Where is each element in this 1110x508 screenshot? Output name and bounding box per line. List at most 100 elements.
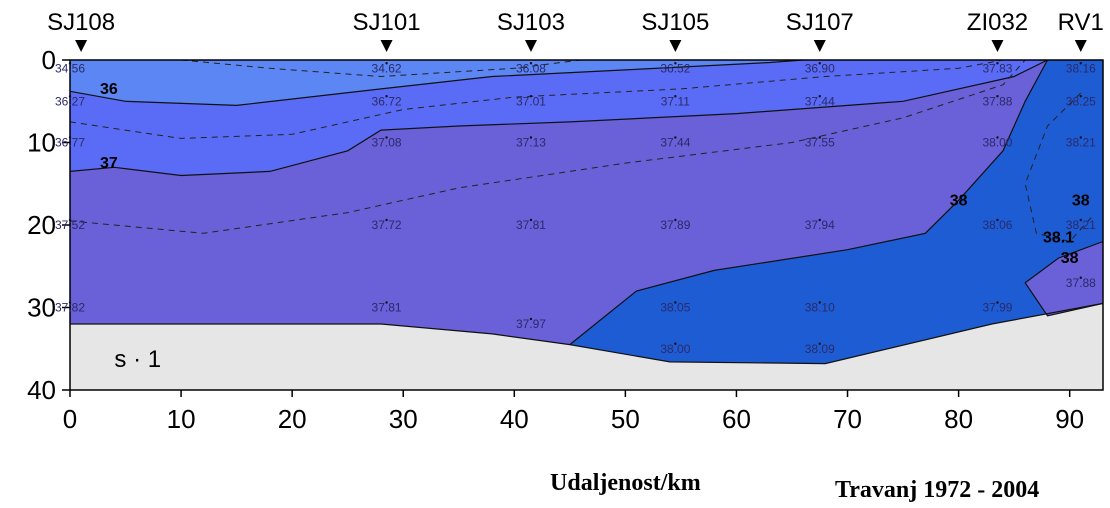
- sample-value-label: 38.21: [1066, 218, 1096, 232]
- sample-value-label: 36.52: [660, 61, 690, 75]
- isoline-36-5: [69, 59, 1004, 139]
- isoline-37-5: [69, 59, 1026, 234]
- sample-value-label: 38.09: [805, 342, 835, 356]
- isoline-38-1: [1024, 92, 1093, 243]
- sample-point: [674, 136, 677, 139]
- sample-value-label: 38.16: [1066, 61, 1096, 75]
- sample-point: [529, 218, 533, 222]
- contour-label: 38: [1072, 192, 1090, 209]
- sample-point: [68, 218, 72, 222]
- sample-value-label: 37.01: [516, 94, 546, 108]
- sample-point: [68, 62, 72, 65]
- sample-value-label: 38.25: [1066, 94, 1096, 108]
- contour-label: 38: [950, 192, 968, 209]
- station-marker: [524, 40, 537, 52]
- sample-point: [1079, 276, 1082, 279]
- sample-value-label: 37.44: [805, 94, 835, 108]
- sample-point: [674, 342, 677, 345]
- y-tick-label: 20: [27, 210, 56, 240]
- sample-value-label: 37.94: [805, 218, 835, 232]
- sample-point: [1079, 136, 1082, 139]
- isoline-38-eddy: [1024, 240, 1104, 317]
- station-marker: [380, 40, 393, 52]
- sample-point: [996, 62, 999, 65]
- sample-value-label: 36.08: [516, 61, 546, 75]
- plot-area: [69, 59, 1104, 390]
- chart-annotations: 0 10 20 30 40 50 60 70 80 90 0 10 20 30 40 SJ108 SJ101 SJ…: [27, 9, 1104, 503]
- sample-point: [674, 95, 677, 98]
- sample-point: [818, 62, 821, 65]
- sample-point: [529, 95, 533, 98]
- sample-point: [674, 301, 677, 304]
- x-tick-label: 20: [278, 404, 307, 434]
- sample-value-label: 37.81: [516, 218, 546, 232]
- contour-label: 38: [1061, 250, 1079, 267]
- sample-value-label: 37.44: [660, 136, 690, 150]
- sample-point: [674, 218, 677, 222]
- isoline-38: [569, 59, 1049, 346]
- variable-label: s · 1: [114, 346, 161, 373]
- sample-point: [385, 95, 388, 98]
- period-label: Travanj 1972 - 2004: [835, 477, 1039, 503]
- x-axis-label: Udaljenost/km: [550, 470, 701, 496]
- sample-point: [1079, 218, 1082, 222]
- sample-point: [1079, 62, 1082, 65]
- eddy-region: [1025, 241, 1103, 316]
- y-tick-label: 0: [42, 45, 56, 75]
- sample-point: [529, 317, 533, 321]
- sample-value-label: 37.82: [55, 301, 85, 315]
- sample-value-label: 37.81: [372, 301, 402, 315]
- station-marker: [991, 40, 1004, 52]
- sample-value-label: 37.99: [982, 301, 1012, 315]
- sample-value-label: 38.00: [982, 136, 1012, 150]
- isoline-35-5: [181, 59, 581, 78]
- sample-value-label: 37.97: [516, 317, 546, 331]
- sample-point: [529, 136, 533, 139]
- sample-point: [385, 218, 388, 222]
- station-label: ZI032: [967, 9, 1028, 36]
- sample-value-label: 37.11: [661, 94, 690, 108]
- sample-point: [68, 301, 72, 304]
- sample-value-label: 36.90: [805, 61, 835, 75]
- sample-point: [996, 301, 999, 304]
- station-marker: [1074, 40, 1087, 52]
- station-label: SJ108: [47, 9, 115, 36]
- x-tick-label: 80: [944, 404, 973, 434]
- sample-value-label: 37.13: [516, 136, 546, 150]
- sample-value-label: 38.00: [660, 342, 690, 356]
- isoline-37: [69, 59, 1048, 177]
- y-tick-label: 30: [27, 293, 56, 323]
- sample-value-label: 36.72: [372, 94, 402, 108]
- station-marker: [813, 40, 826, 52]
- sample-value-label: 37.55: [805, 136, 835, 150]
- sample-point: [1079, 95, 1082, 98]
- seabed-outline: [70, 302, 1104, 365]
- station-label: SJ107: [786, 9, 854, 36]
- sample-value-label: 37.08: [372, 136, 402, 150]
- sample-point: [68, 95, 72, 98]
- station-label: SJ105: [641, 9, 709, 36]
- sample-point: [68, 136, 72, 139]
- isoline-36: [69, 59, 804, 107]
- sample-value-label: 37.89: [660, 218, 690, 232]
- sample-value-label: 38.06: [982, 218, 1012, 232]
- band-gt-38: [569, 60, 1103, 364]
- sample-point: [996, 95, 999, 98]
- sample-point: [385, 62, 388, 65]
- sample-value-label: 38.21: [1066, 136, 1096, 150]
- contour-label: 37: [100, 155, 118, 172]
- sample-point: [996, 136, 999, 139]
- station-label: SJ103: [497, 9, 565, 36]
- x-tick-label: 40: [500, 404, 529, 434]
- x-tick-label: 0: [63, 404, 77, 434]
- sample-point: [529, 62, 533, 65]
- x-tick-label: 50: [611, 404, 640, 434]
- station-marker: [75, 40, 88, 52]
- sample-value-label: 37.88: [1066, 276, 1096, 290]
- sample-value-label: 38.10: [805, 301, 835, 315]
- y-tick-label: 40: [27, 375, 56, 405]
- sample-point: [996, 218, 999, 222]
- station-marker: [669, 40, 682, 52]
- sample-point: [674, 62, 677, 65]
- sample-value-label: 37.72: [372, 218, 402, 232]
